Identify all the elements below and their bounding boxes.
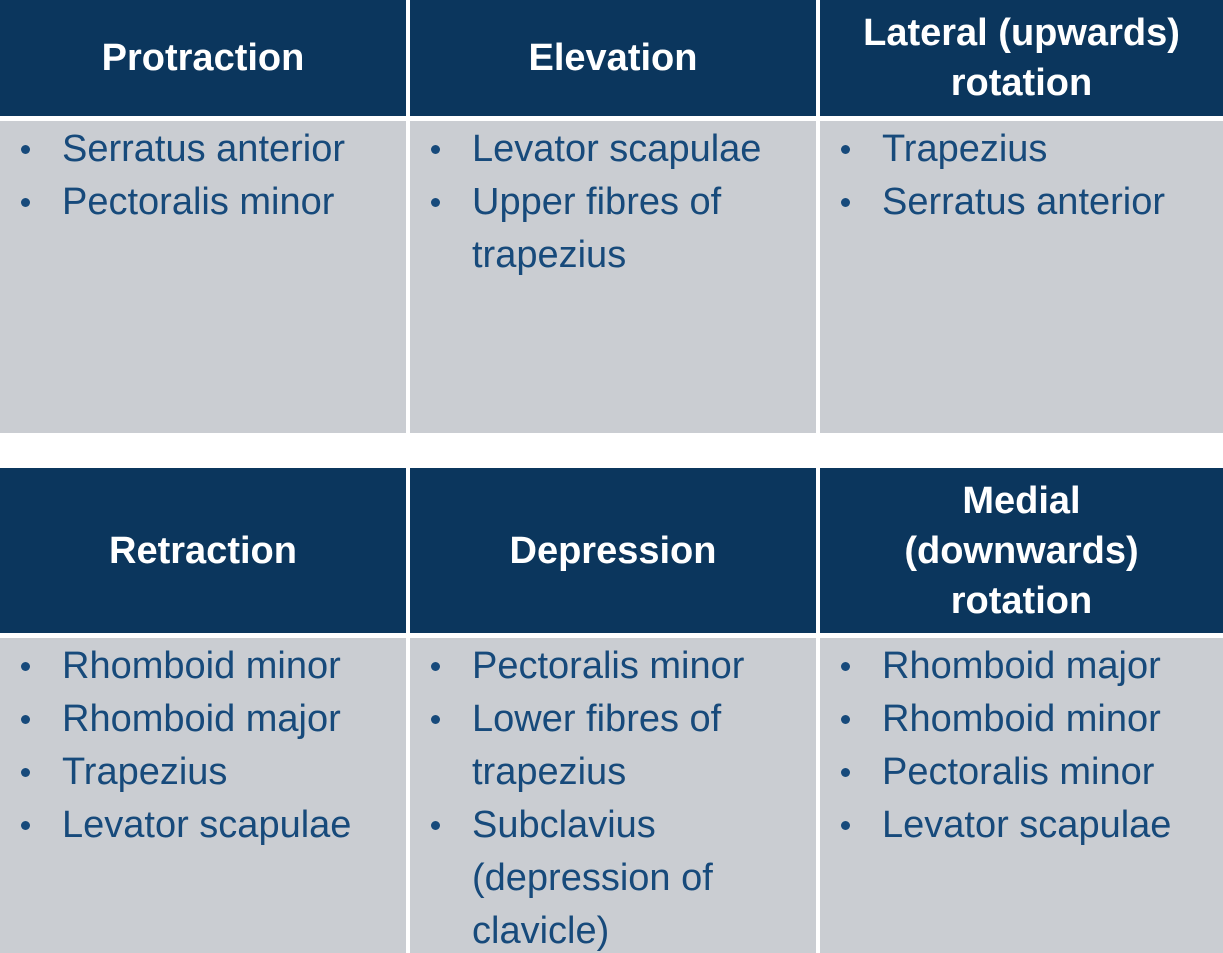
bullet-icon [431,715,440,724]
bullet-icon [431,198,440,207]
bullet-icon [841,768,850,777]
list-item: Rhomboid major [0,693,406,746]
bullet-icon [431,821,440,830]
bullet-icon [21,198,30,207]
list-item: Levator scapulae [820,799,1223,852]
bullet-icon [431,145,440,154]
list-item: Rhomboid minor [820,693,1223,746]
muscle-label: Pectoralis minor [882,751,1155,793]
muscle-list: Serratus anterior Pectoralis minor [0,123,406,229]
header-depression: Depression [410,468,816,633]
list-item: Lower fibres of trapezius [410,693,816,799]
muscle-label: Levator scapulae [62,804,352,846]
bullet-icon [21,145,30,154]
muscle-label: Rhomboid major [882,645,1161,687]
list-item: Trapezius [820,123,1223,176]
muscle-label: Pectoralis minor [62,181,335,223]
list-item: Subclavius (depression of clavicle) [410,799,816,953]
list-item: Rhomboid major [820,640,1223,693]
cell-lateral-rotation-muscles: Trapezius Serratus anterior [820,121,1223,433]
muscle-label: Levator scapulae [472,128,762,170]
bullet-icon [21,821,30,830]
muscle-label: Pectoralis minor [472,645,745,687]
muscle-label: Upper fibres of trapezius [472,181,722,276]
muscle-list: Pectoralis minor Lower fibres of trapezi… [410,640,816,953]
muscle-list: Rhomboid major Rhomboid minor Pectoralis… [820,640,1223,852]
muscle-label: Rhomboid minor [882,698,1161,740]
cell-protraction-muscles: Serratus anterior Pectoralis minor [0,121,406,433]
bullet-icon [21,662,30,671]
muscle-list: Trapezius Serratus anterior [820,123,1223,229]
list-item: Levator scapulae [410,123,816,176]
list-item: Trapezius [0,746,406,799]
list-item: Pectoralis minor [410,640,816,693]
cell-elevation-muscles: Levator scapulae Upper fibres of trapezi… [410,121,816,433]
list-item: Levator scapulae [0,799,406,852]
muscle-label: Rhomboid major [62,698,341,740]
bullet-icon [841,198,850,207]
cell-medial-rotation-muscles: Rhomboid major Rhomboid minor Pectoralis… [820,638,1223,953]
list-item: Upper fibres of trapezius [410,176,816,282]
header-retraction: Retraction [0,468,406,633]
table-upper-scapular-movements: Protraction Elevation Lateral (upwards) … [0,0,1223,433]
cell-depression-muscles: Pectoralis minor Lower fibres of trapezi… [410,638,816,953]
list-item: Rhomboid minor [0,640,406,693]
header-medial-downwards-rotation: Medial (downwards) rotation [820,468,1223,633]
muscle-list: Rhomboid minor Rhomboid major Trapezius … [0,640,406,852]
list-item: Pectoralis minor [0,176,406,229]
bullet-icon [841,821,850,830]
muscle-label: Subclavius (depression of clavicle) [472,804,713,952]
bullet-icon [841,662,850,671]
bullet-icon [431,662,440,671]
muscle-label: Trapezius [62,751,228,793]
list-item: Serratus anterior [0,123,406,176]
muscle-label: Trapezius [882,128,1048,170]
header-elevation: Elevation [410,0,816,116]
table-lower-scapular-movements: Retraction Depression Medial (downwards)… [0,468,1223,953]
bullet-icon [841,715,850,724]
bullet-icon [21,768,30,777]
header-lateral-upwards-rotation: Lateral (upwards) rotation [820,0,1223,116]
muscle-label: Levator scapulae [882,804,1172,846]
list-item: Serratus anterior [820,176,1223,229]
bullet-icon [21,715,30,724]
muscle-label: Serratus anterior [62,128,346,170]
bullet-icon [841,145,850,154]
muscle-label: Lower fibres of trapezius [472,698,722,793]
list-item: Pectoralis minor [820,746,1223,799]
muscle-label: Rhomboid minor [62,645,341,687]
cell-retraction-muscles: Rhomboid minor Rhomboid major Trapezius … [0,638,406,953]
muscle-label: Serratus anterior [882,181,1166,223]
muscle-list: Levator scapulae Upper fibres of trapezi… [410,123,816,282]
header-protraction: Protraction [0,0,406,116]
